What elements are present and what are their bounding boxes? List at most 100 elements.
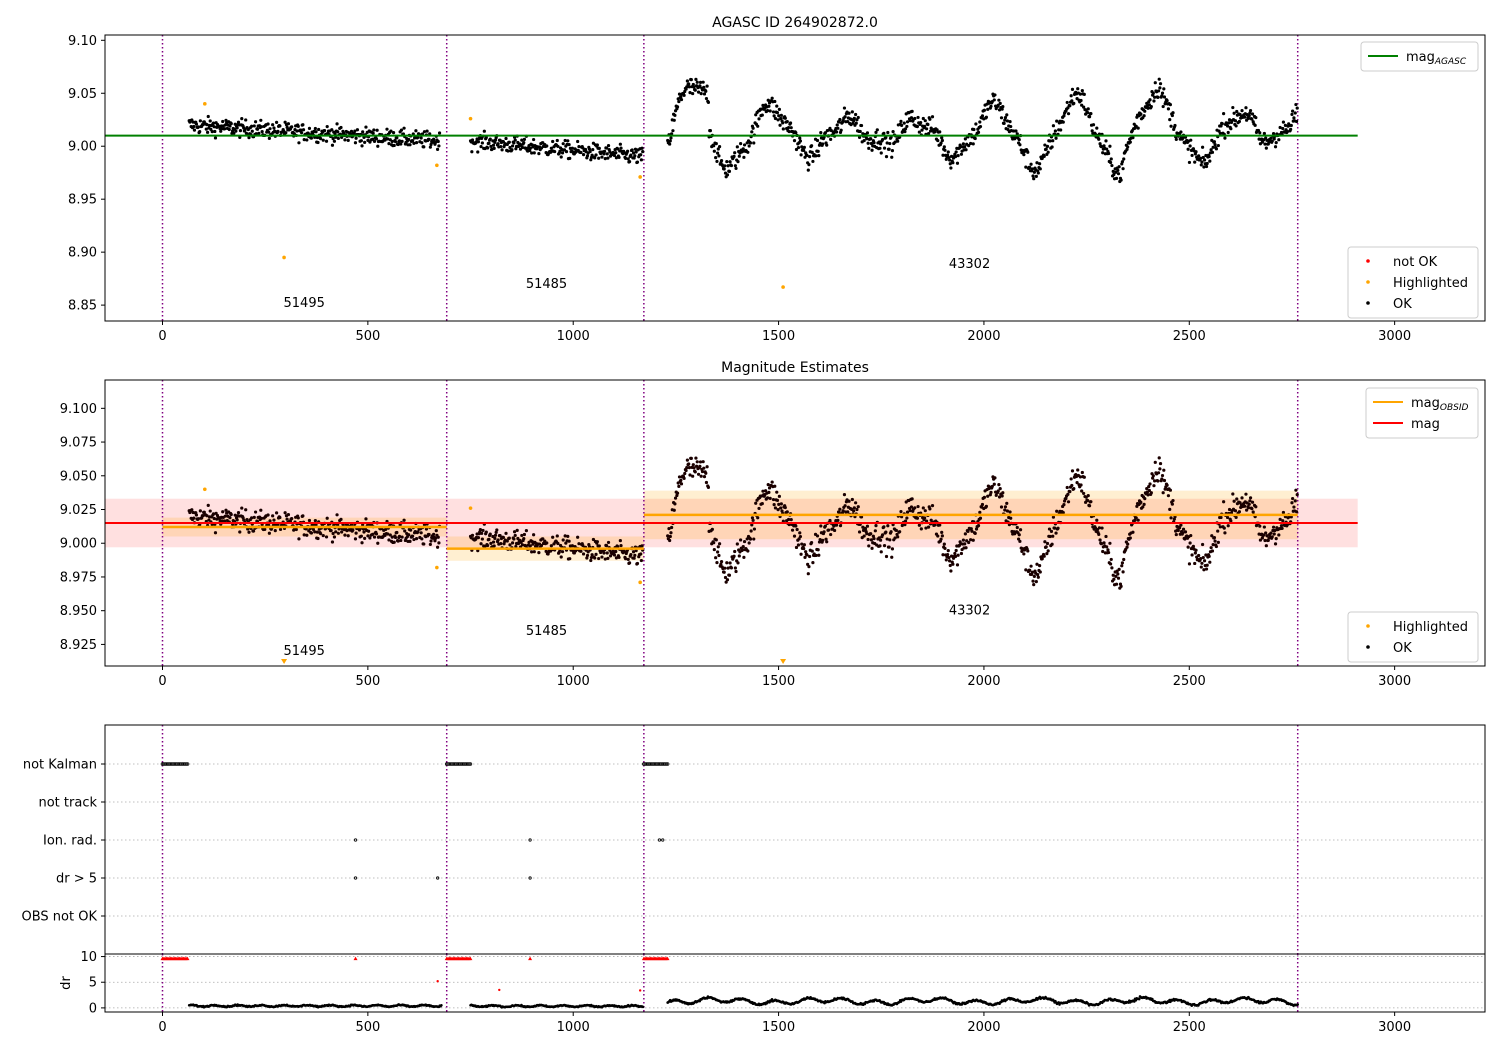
p1-ok-point bbox=[339, 125, 343, 130]
p2-ok-point bbox=[1188, 541, 1192, 545]
p2-ok-point bbox=[773, 506, 778, 510]
p1-ok-point bbox=[675, 105, 680, 109]
p1-ok-point bbox=[1082, 92, 1086, 97]
p4-x-tick-label: 0 bbox=[158, 1020, 166, 1035]
p1-bottom-legend-label: OK bbox=[1393, 297, 1412, 312]
p2-ok-point bbox=[924, 519, 929, 523]
p2-ok-point bbox=[1294, 510, 1299, 514]
p1-ok-point bbox=[1068, 104, 1072, 108]
p1-ok-point bbox=[392, 143, 396, 148]
p2-ok-point bbox=[512, 530, 517, 534]
p2-ok-point bbox=[1032, 574, 1036, 578]
p1-ok-point bbox=[259, 118, 263, 122]
p2-ok-point bbox=[1117, 567, 1121, 572]
p2-ok-point bbox=[880, 533, 885, 537]
p1-ok-point bbox=[1216, 143, 1220, 148]
p1-ok-point bbox=[1109, 157, 1113, 161]
p2-ok-point bbox=[336, 523, 340, 527]
p1-ok-point bbox=[693, 88, 697, 92]
p2-ok-point bbox=[608, 554, 613, 558]
p2-ok-point bbox=[667, 526, 671, 531]
p2-ok-point bbox=[794, 524, 798, 528]
p1-ok-point bbox=[322, 129, 327, 133]
p1-ok-point bbox=[903, 129, 907, 134]
p2-ok-point bbox=[1291, 496, 1295, 501]
p1-ok-point bbox=[1151, 91, 1155, 95]
p4-clipped-marker bbox=[353, 956, 358, 961]
p1-ok-point bbox=[1122, 157, 1126, 161]
p1-ok-point bbox=[673, 113, 677, 117]
p2-ok-point bbox=[949, 554, 954, 558]
p2-ok-point bbox=[361, 523, 365, 527]
p1-ok-point bbox=[1197, 154, 1201, 158]
p1-ok-point bbox=[701, 80, 705, 84]
p4-y-tick-label: 5 bbox=[89, 976, 97, 991]
p2-ok-point bbox=[1258, 524, 1262, 528]
p2-ok-point bbox=[837, 510, 841, 514]
p2-ok-point bbox=[1223, 531, 1227, 535]
p2-ok-point bbox=[688, 473, 692, 477]
p1-ok-point bbox=[223, 127, 227, 131]
p1-ok-point bbox=[1080, 103, 1084, 107]
p1-ok-point bbox=[785, 119, 789, 124]
p2-ok-point bbox=[507, 536, 511, 540]
p1-ok-point bbox=[1149, 104, 1153, 109]
p2-ok-point bbox=[687, 462, 691, 466]
p1-ok-point bbox=[593, 156, 597, 160]
p1-ok-point bbox=[947, 155, 951, 160]
p2-ok-point bbox=[1177, 526, 1182, 530]
p2-ok-point bbox=[1066, 500, 1071, 504]
p1-ok-point bbox=[476, 150, 480, 154]
p2-ok-point bbox=[1098, 538, 1102, 542]
p2-ok-point bbox=[825, 540, 829, 544]
p2-ok-point bbox=[387, 538, 391, 542]
p1-ok-point bbox=[1220, 122, 1224, 126]
p2-ok-point bbox=[1199, 556, 1203, 561]
p1-ok-point bbox=[560, 151, 565, 155]
p2-ok-point bbox=[570, 544, 574, 548]
p3-not-kalman-flag bbox=[467, 762, 471, 766]
p1-ok-point bbox=[716, 147, 720, 151]
p2-ok-point bbox=[929, 518, 933, 522]
p1-ok-point bbox=[761, 103, 765, 107]
p2-ok-point bbox=[594, 552, 598, 556]
p1-ok-point bbox=[936, 138, 940, 143]
p1-ok-point bbox=[355, 128, 360, 132]
p2-ok-point bbox=[1028, 568, 1032, 572]
p1-ok-point bbox=[677, 99, 681, 104]
p2-ok-point bbox=[1248, 496, 1253, 500]
p2-ok-point bbox=[1166, 494, 1171, 498]
p2-ok-point bbox=[1046, 549, 1050, 553]
p1-ok-point bbox=[781, 127, 785, 131]
p1-ok-point bbox=[1030, 167, 1034, 171]
p2-ok-point bbox=[1032, 582, 1036, 587]
p2-ok-point bbox=[633, 553, 637, 557]
p2-ok-point bbox=[843, 504, 847, 508]
p2-ok-point bbox=[1165, 483, 1169, 487]
p2-ok-point bbox=[996, 489, 1000, 493]
p1-ok-point bbox=[267, 130, 271, 134]
p2-ok-point bbox=[245, 517, 249, 522]
p2-ok-point bbox=[963, 532, 967, 536]
p2-ok-point bbox=[1293, 499, 1297, 503]
p1-bottom-legend bbox=[1347, 246, 1479, 319]
p2-ok-point bbox=[1085, 498, 1090, 503]
p1-ok-point bbox=[1225, 124, 1230, 128]
p1-ok-point bbox=[1212, 140, 1217, 144]
p2-highlighted-off-scale-marker bbox=[780, 659, 787, 664]
p1-ok-point bbox=[942, 145, 946, 149]
p1-ok-point bbox=[1120, 160, 1125, 164]
p2-ok-point bbox=[917, 523, 921, 527]
p1-ok-point bbox=[890, 149, 895, 153]
p2-ok-point bbox=[967, 540, 971, 545]
p2-ok-point bbox=[313, 519, 317, 523]
p2-ok-point bbox=[508, 543, 512, 547]
p1-ok-point bbox=[372, 139, 377, 143]
p2-ok-point bbox=[855, 507, 859, 512]
p2-ok-point bbox=[1245, 508, 1249, 512]
p2-ok-point bbox=[735, 542, 739, 546]
p2-ok-point bbox=[751, 518, 755, 522]
p1-ok-point bbox=[727, 169, 732, 173]
p1-ok-point bbox=[1294, 119, 1299, 124]
p2-ok-point bbox=[702, 475, 707, 479]
